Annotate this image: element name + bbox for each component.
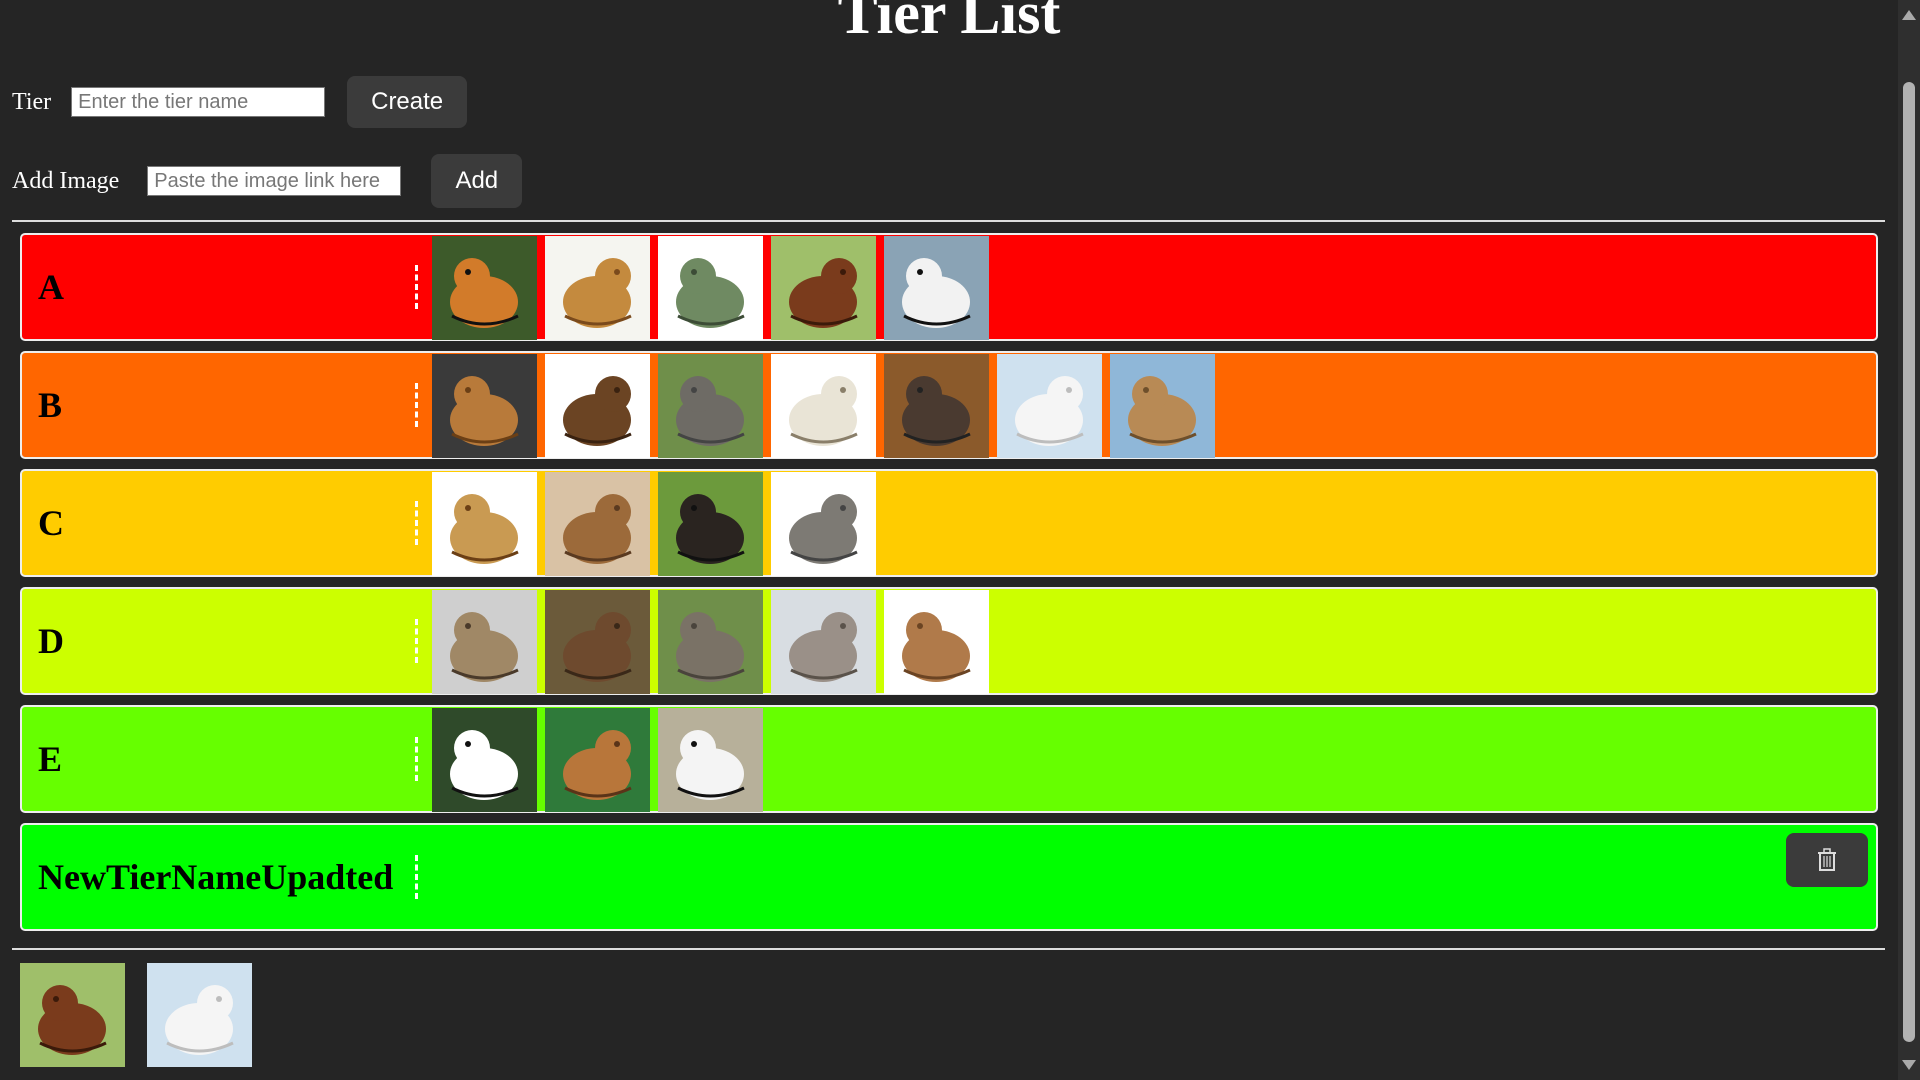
tier-list: A B C D E NewTierNameUpadted xyxy=(20,233,1878,941)
squirrel-image[interactable] xyxy=(545,472,650,576)
zebra-image[interactable] xyxy=(658,708,763,812)
page-title: Tier List xyxy=(837,0,1061,46)
scrollbar-thumb[interactable] xyxy=(1903,82,1915,1042)
tier-row[interactable]: A xyxy=(20,233,1878,341)
tier-row[interactable]: B xyxy=(20,351,1878,459)
tier-label: Tier xyxy=(12,88,52,115)
polar-bear-image[interactable] xyxy=(147,963,252,1067)
panda-image[interactable] xyxy=(432,708,537,812)
tier-name[interactable]: NewTierNameUpadted xyxy=(38,857,394,897)
lion-image[interactable] xyxy=(545,236,650,340)
horse-image[interactable] xyxy=(20,963,125,1067)
bear-image[interactable] xyxy=(545,354,650,458)
scrollbar[interactable] xyxy=(1898,0,1920,1080)
t-rex-image[interactable] xyxy=(658,236,763,340)
elephant-image[interactable] xyxy=(658,354,763,458)
tier-images xyxy=(432,590,989,694)
polar-bear-image[interactable] xyxy=(997,354,1102,458)
tier-name[interactable]: E xyxy=(38,739,63,779)
giraffe-image[interactable] xyxy=(432,472,537,576)
tier-row[interactable]: E xyxy=(20,705,1878,813)
image-link-input[interactable] xyxy=(147,166,402,196)
kangaroo-image[interactable] xyxy=(884,590,989,694)
camel-image[interactable] xyxy=(1110,354,1215,458)
delete-tier-button[interactable] xyxy=(1786,833,1868,887)
scroll-up-arrow-icon[interactable] xyxy=(1902,10,1916,20)
divider-top xyxy=(12,220,1885,222)
unranked-tray xyxy=(20,963,252,1067)
donkey-image[interactable] xyxy=(771,472,876,576)
hyena-image[interactable] xyxy=(432,590,537,694)
add-button[interactable]: Add xyxy=(431,154,523,208)
reindeer-image[interactable] xyxy=(771,590,876,694)
tier-images xyxy=(432,708,763,812)
tier-images xyxy=(432,354,1215,458)
tier-form: Tier Create xyxy=(12,76,468,128)
chimpanzee-image[interactable] xyxy=(658,472,763,576)
scroll-down-arrow-icon[interactable] xyxy=(1902,1060,1916,1070)
goat-image[interactable] xyxy=(884,354,989,458)
tier-row[interactable]: D xyxy=(20,587,1878,695)
tiger-image[interactable] xyxy=(432,236,537,340)
cow-image[interactable] xyxy=(884,236,989,340)
tier-name-input[interactable] xyxy=(71,87,326,117)
tier-images xyxy=(432,472,876,576)
drag-handle-icon[interactable] xyxy=(415,855,418,899)
add-image-label: Add Image xyxy=(12,167,120,194)
trash-icon xyxy=(1818,848,1836,871)
tier-name[interactable]: C xyxy=(38,503,64,543)
divider-bottom xyxy=(12,948,1885,950)
drag-handle-icon[interactable] xyxy=(415,383,418,427)
tier-row[interactable]: NewTierNameUpadted xyxy=(20,823,1878,931)
tier-name[interactable]: D xyxy=(38,621,64,661)
tier-row[interactable]: C xyxy=(20,469,1878,577)
drag-handle-icon[interactable] xyxy=(415,619,418,663)
lynx-image[interactable] xyxy=(545,708,650,812)
rhinoceros-image[interactable] xyxy=(658,590,763,694)
tier-name[interactable]: B xyxy=(38,385,63,425)
drag-handle-icon[interactable] xyxy=(415,265,418,309)
create-button[interactable]: Create xyxy=(347,76,468,128)
drag-handle-icon[interactable] xyxy=(415,737,418,781)
dog-image[interactable] xyxy=(432,354,537,458)
tier-name[interactable]: A xyxy=(38,267,64,307)
deer-image[interactable] xyxy=(545,590,650,694)
sheep-image[interactable] xyxy=(771,354,876,458)
drag-handle-icon[interactable] xyxy=(415,501,418,545)
image-form: Add Image Add xyxy=(12,154,523,208)
tier-images xyxy=(432,236,989,340)
horse-image[interactable] xyxy=(771,236,876,340)
